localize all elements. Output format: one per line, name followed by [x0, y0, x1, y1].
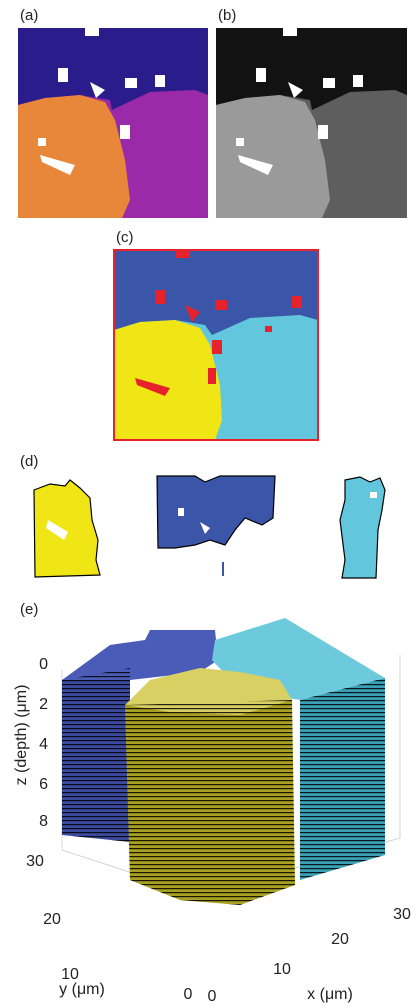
tick-label: 30 [26, 853, 44, 870]
image-a [18, 28, 208, 218]
axis-title: x (μm) [307, 986, 353, 1003]
tick-label: 20 [43, 911, 61, 928]
tick-label: 0 [39, 656, 48, 673]
tick-label: 10 [61, 966, 79, 983]
panel-label: (c) [116, 229, 134, 246]
image-b [216, 28, 407, 218]
tick-label: 2 [39, 696, 48, 713]
tick-label: 4 [39, 736, 48, 753]
grain-blue [62, 630, 218, 842]
tick-label: 0 [208, 988, 217, 1005]
panel-label: (d) [20, 453, 38, 470]
grain-yellow [125, 668, 295, 905]
tick-label: 20 [331, 931, 349, 948]
panel-label: (a) [20, 7, 38, 24]
grain-cyan [212, 618, 385, 880]
tick-label: 30 [393, 906, 411, 923]
tick-label: 8 [39, 813, 48, 830]
image-c [114, 250, 318, 440]
grain-shapes [33, 475, 386, 579]
panel-label: (b) [218, 7, 236, 24]
axis-title: z (depth) (μm) [13, 685, 30, 786]
tick-label: 0 [184, 986, 193, 1003]
tick-label: 10 [273, 961, 291, 978]
grain-fragment [222, 562, 224, 576]
grain-holes [46, 492, 377, 540]
axis-title: y (μm) [59, 981, 105, 998]
tick-label: 6 [39, 776, 48, 793]
image-border [113, 249, 319, 441]
panel-label: (e) [20, 601, 38, 618]
